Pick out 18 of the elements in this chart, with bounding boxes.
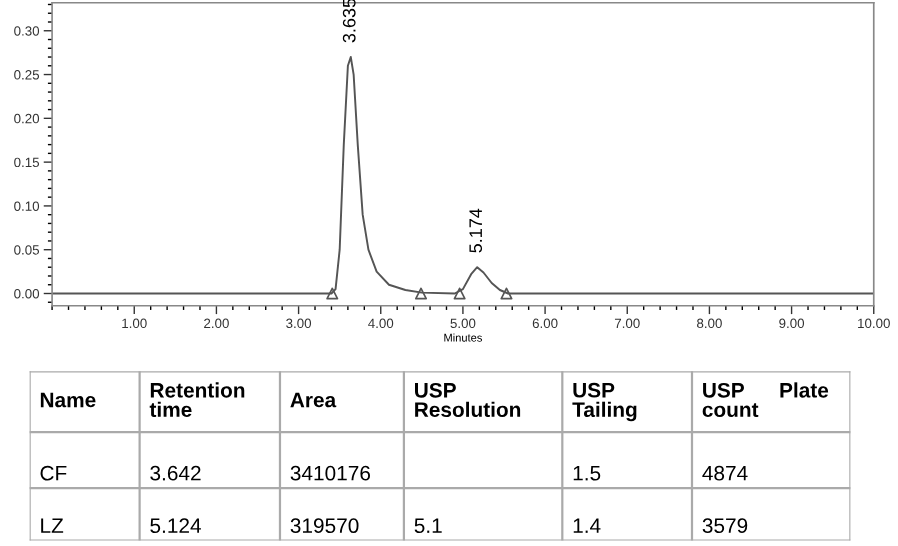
text: USP Plate count [702,382,829,418]
text: 5.1 [414,518,442,534]
text: 4874 [702,465,748,481]
text: 319570 [290,518,359,534]
text: 3.642 [150,465,201,481]
text: 3410176 [290,465,371,481]
text: USP Resolution [415,382,521,418]
text: 5.124 [150,518,201,534]
annotation: 5.174 [469,208,483,253]
text: CF [40,465,67,481]
text: Name [40,392,96,408]
text: 1.5 [573,466,601,481]
text: Area [290,392,337,408]
text: 3579 [702,518,748,534]
text: LZ [41,518,64,533]
text: 1.4 [573,518,601,533]
text: Retention time [149,382,245,418]
text: USP Tailing [572,382,637,422]
